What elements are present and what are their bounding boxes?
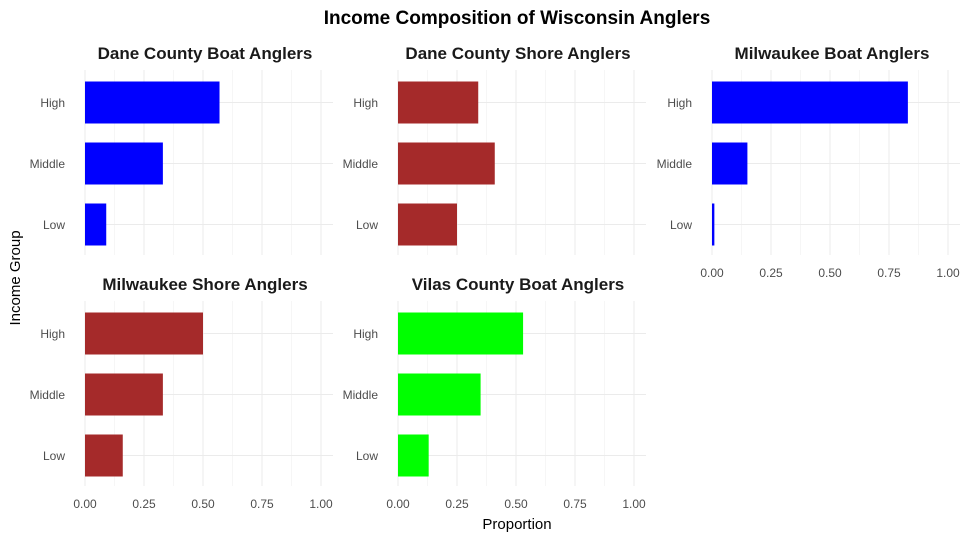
x-tick-label: 0.50 bbox=[504, 497, 528, 511]
y-tick-label: Low bbox=[356, 449, 378, 463]
panel-title: Milwaukee Shore Anglers bbox=[102, 275, 307, 294]
y-tick-label: Middle bbox=[343, 157, 379, 171]
chart-title: Income Composition of Wisconsin Anglers bbox=[324, 8, 711, 29]
x-tick-label: 1.00 bbox=[936, 266, 960, 280]
panel-title: Dane County Shore Anglers bbox=[405, 44, 630, 63]
bar-middle bbox=[398, 373, 481, 416]
x-tick-label: 0.00 bbox=[700, 266, 724, 280]
x-tick-label: 0.75 bbox=[563, 497, 587, 511]
y-tick-label: Low bbox=[43, 218, 65, 232]
x-axis-label: Proportion bbox=[482, 516, 551, 533]
y-tick-label: High bbox=[40, 96, 65, 110]
bar-high bbox=[712, 81, 908, 124]
x-tick-label: 1.00 bbox=[622, 497, 646, 511]
bar-high bbox=[398, 81, 479, 124]
y-tick-label: Low bbox=[670, 218, 692, 232]
bar-high bbox=[85, 81, 220, 124]
y-tick-label: High bbox=[667, 96, 692, 110]
panel-title: Dane County Boat Anglers bbox=[98, 44, 313, 63]
y-tick-label: High bbox=[353, 327, 378, 341]
bar-high bbox=[398, 312, 524, 355]
bar-low bbox=[398, 434, 429, 477]
bar-high bbox=[85, 312, 203, 355]
y-tick-label: Middle bbox=[657, 157, 693, 171]
x-tick-label: 1.00 bbox=[309, 497, 333, 511]
panel-title: Vilas County Boat Anglers bbox=[412, 275, 625, 294]
bar-middle bbox=[712, 142, 748, 185]
y-tick-label: Middle bbox=[30, 388, 66, 402]
x-tick-label: 0.50 bbox=[818, 266, 842, 280]
bar-low bbox=[712, 203, 715, 246]
panel-4: Milwaukee Shore Anglers High Middle Low 0.00… bbox=[30, 275, 333, 511]
x-tick-label: 0.75 bbox=[877, 266, 901, 280]
panel-1: Dane County Boat Anglers High Middle Low bbox=[30, 44, 333, 255]
x-tick-label: 0.00 bbox=[73, 497, 97, 511]
y-tick-label: High bbox=[353, 96, 378, 110]
x-tick-label: 0.50 bbox=[191, 497, 215, 511]
x-tick-label: 0.25 bbox=[132, 497, 156, 511]
y-tick-label: High bbox=[40, 327, 65, 341]
panel-5: Vilas County Boat Anglers High Middle Low 0.… bbox=[343, 275, 646, 511]
y-axis-label: Income Group bbox=[7, 230, 24, 325]
x-tick-label: 0.25 bbox=[445, 497, 469, 511]
x-tick-label: 0.00 bbox=[386, 497, 410, 511]
bar-middle bbox=[85, 373, 163, 416]
y-tick-label: Middle bbox=[30, 157, 66, 171]
y-tick-label: Middle bbox=[343, 388, 379, 402]
panel-title: Milwaukee Boat Anglers bbox=[735, 44, 930, 63]
bar-low bbox=[85, 203, 107, 246]
bar-middle bbox=[398, 142, 495, 185]
y-tick-label: Low bbox=[356, 218, 378, 232]
panel-2: Dane County Shore Anglers High Middle Low bbox=[343, 44, 646, 255]
bar-low bbox=[85, 434, 123, 477]
x-tick-label: 0.25 bbox=[759, 266, 783, 280]
bar-middle bbox=[85, 142, 163, 185]
bar-low bbox=[398, 203, 457, 246]
x-tick-label: 0.75 bbox=[250, 497, 274, 511]
panel-3: Milwaukee Boat Anglers High Middle Low 0.00 0… bbox=[657, 44, 960, 280]
y-tick-label: Low bbox=[43, 449, 65, 463]
panels: Dane County Boat AnglersHighMiddleLowDan… bbox=[30, 44, 960, 511]
